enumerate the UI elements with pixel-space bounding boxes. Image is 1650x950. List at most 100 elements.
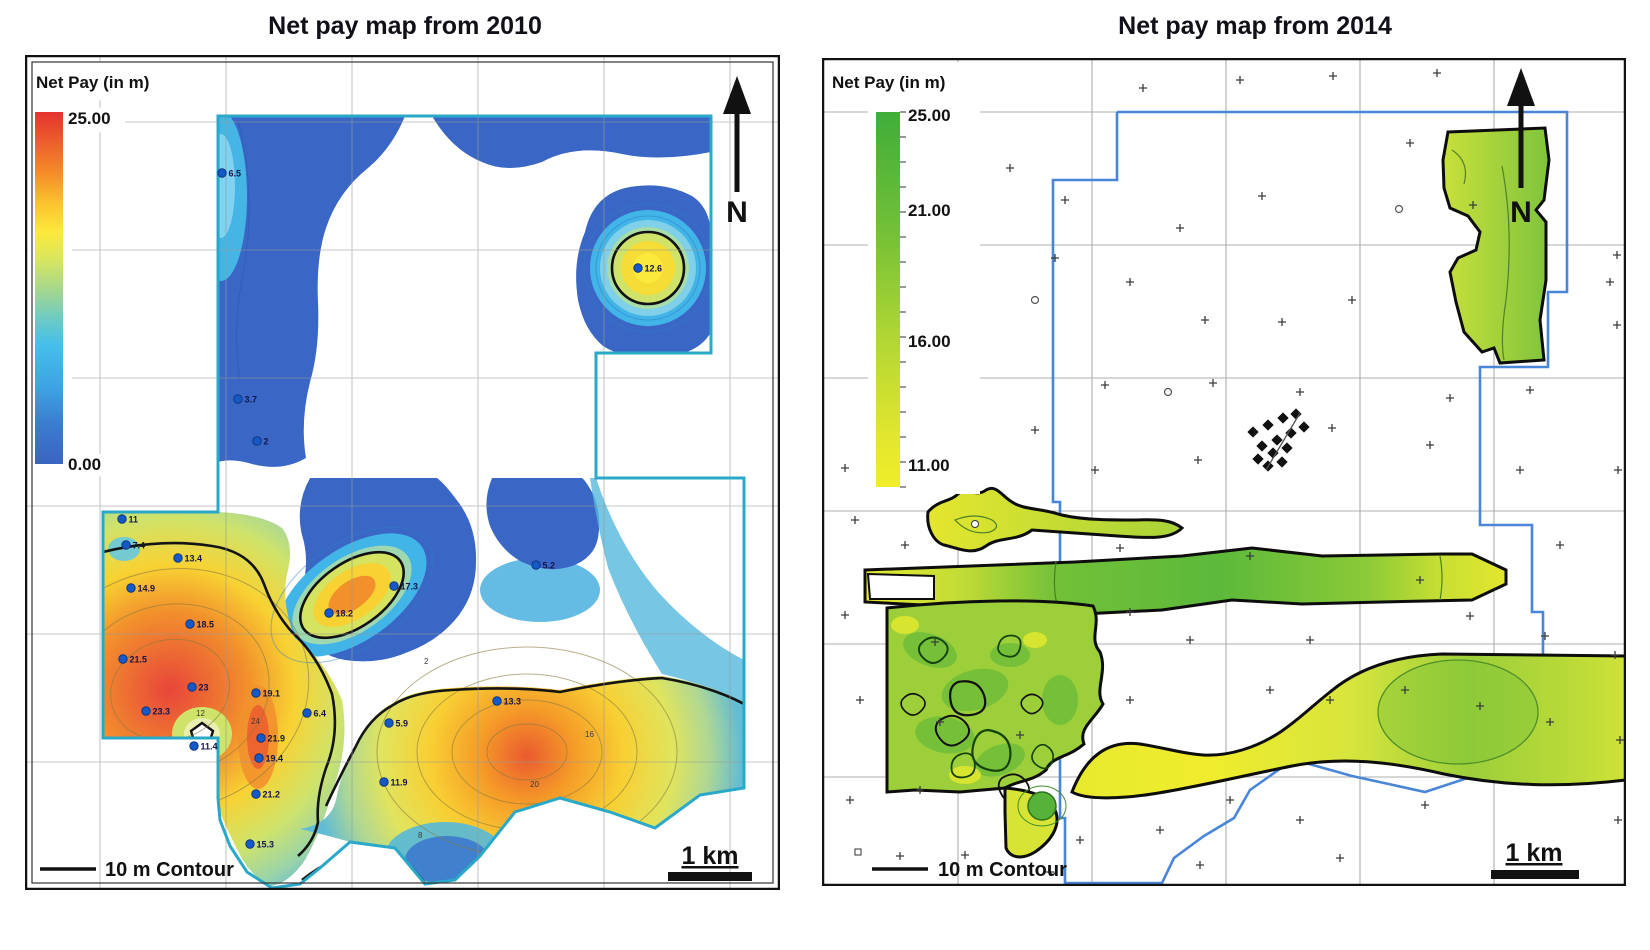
well-value-label: 6.5 bbox=[229, 169, 242, 179]
well-cross-icon bbox=[1328, 424, 1336, 432]
well-cross-icon bbox=[1186, 636, 1194, 644]
well-cross-icon bbox=[1076, 836, 1084, 844]
well-marker bbox=[252, 436, 262, 446]
well-value-label: 18.5 bbox=[197, 620, 215, 630]
scale-label-2010: 1 km bbox=[682, 842, 739, 870]
scale-label-2014: 1 km bbox=[1506, 839, 1563, 867]
well-cross-icon bbox=[1201, 316, 1209, 324]
well-cross-icon bbox=[1246, 552, 1254, 560]
well-cross-icon bbox=[1541, 632, 1549, 640]
well-cross-icon bbox=[1209, 379, 1217, 387]
well-value-label: 17.3 bbox=[401, 582, 419, 592]
well-value-label: 14.9 bbox=[138, 584, 156, 594]
legend-2014: Net Pay (in m) 25.00 21.00 16.00 11.00 bbox=[826, 62, 1004, 494]
well-cross-icon bbox=[1296, 388, 1304, 396]
well-marker bbox=[187, 682, 197, 692]
well-cross-icon bbox=[1226, 796, 1234, 804]
well-cross-icon bbox=[1091, 466, 1099, 474]
well-marker bbox=[126, 583, 136, 593]
well-cross-icon bbox=[961, 851, 969, 859]
well-diamond-icon bbox=[1290, 408, 1302, 420]
contour-value-label: 20 bbox=[530, 780, 539, 789]
north-label-2014: N bbox=[1510, 196, 1532, 229]
well-diamond-icon bbox=[1298, 421, 1310, 433]
contour-value-label: 16 bbox=[585, 730, 594, 739]
well-value-label: 19.4 bbox=[266, 754, 284, 764]
well-cross-icon bbox=[1016, 731, 1024, 739]
well-marker bbox=[141, 706, 151, 716]
well-cross-icon bbox=[1611, 651, 1619, 659]
map-2014-title: Net pay map from 2014 bbox=[1118, 12, 1392, 40]
contour-value-label: 8 bbox=[418, 831, 423, 840]
well-marker bbox=[251, 789, 261, 799]
colorbar-tick-16: 16.00 bbox=[908, 332, 951, 351]
well-cross-icon bbox=[1116, 544, 1124, 552]
scale-bar-2014: 1 km bbox=[1491, 839, 1579, 879]
well-marker bbox=[302, 708, 312, 718]
well-marker bbox=[251, 688, 261, 698]
well-cross-icon bbox=[1613, 321, 1621, 329]
well-cross-icon bbox=[856, 696, 864, 704]
well-value-label: 13.4 bbox=[185, 554, 203, 564]
well-cross-icon bbox=[841, 611, 849, 619]
well-cross-markers-2014 bbox=[841, 69, 1624, 876]
well-value-label: 15.3 bbox=[257, 840, 275, 850]
well-cross-icon bbox=[851, 516, 859, 524]
well-cross-icon bbox=[846, 796, 854, 804]
well-cross-icon bbox=[1258, 192, 1266, 200]
well-value-label: 5.2 bbox=[543, 561, 556, 571]
well-diamond-icon bbox=[1285, 427, 1297, 439]
north-arrow-2014: N bbox=[1507, 68, 1535, 229]
well-circle-markers-2014 bbox=[1030, 204, 1404, 397]
well-diamond-icon bbox=[1277, 412, 1289, 424]
well-cross-icon bbox=[896, 852, 904, 860]
well-cross-icon bbox=[916, 786, 924, 794]
well-value-label: 11 bbox=[129, 515, 139, 525]
colorbar-2014 bbox=[876, 112, 900, 487]
well-value-label: 2 bbox=[264, 437, 269, 447]
well-open-circle-icon bbox=[1030, 295, 1040, 305]
well-value-label: 21.5 bbox=[130, 655, 148, 665]
well-marker bbox=[189, 741, 199, 751]
well-open-square-icon bbox=[854, 848, 862, 856]
well-cross-icon bbox=[1306, 636, 1314, 644]
well-cross-icon bbox=[1401, 686, 1409, 694]
well-cross-icon bbox=[1466, 612, 1474, 620]
well-marker bbox=[118, 654, 128, 664]
well-value-label: 11.9 bbox=[391, 778, 408, 788]
north-arrow-2010: N bbox=[723, 76, 751, 229]
well-value-label: 3.7 bbox=[245, 395, 258, 405]
scale-bar-2010: 1 km bbox=[668, 842, 752, 881]
well-cross-icon bbox=[1416, 576, 1424, 584]
well-diamond-icon bbox=[1247, 426, 1259, 438]
colorbar-tick-21: 21.00 bbox=[908, 201, 951, 220]
well-cross-icon bbox=[1139, 84, 1147, 92]
contour-legend-label-2010: 10 m Contour bbox=[105, 859, 234, 881]
well-cross-icon bbox=[936, 718, 944, 726]
map-2010-title: Net pay map from 2010 bbox=[268, 12, 542, 40]
well-cross-icon bbox=[1236, 76, 1244, 84]
well-cross-icon bbox=[1046, 868, 1054, 876]
colorbar-2010 bbox=[35, 112, 63, 464]
contour-value-label: 12 bbox=[196, 709, 205, 718]
well-diamond-cluster-2014 bbox=[1247, 408, 1310, 472]
well-value-label: 11.4 bbox=[201, 742, 218, 752]
well-value-label: 13.3 bbox=[504, 697, 522, 707]
north-label-2010: N bbox=[726, 196, 748, 229]
well-marker bbox=[389, 581, 399, 591]
well-cross-icon bbox=[1616, 736, 1624, 744]
well-cross-icon bbox=[1156, 826, 1164, 834]
well-open-circle-icon bbox=[1394, 204, 1404, 214]
well-diamond-icon bbox=[1262, 419, 1274, 431]
well-cross-icon bbox=[1606, 278, 1614, 286]
map-frame-2010 bbox=[25, 55, 780, 890]
well-marker bbox=[633, 263, 643, 273]
well-cross-icon bbox=[1176, 224, 1184, 232]
well-cross-icon bbox=[1101, 381, 1109, 389]
well-cross-icon bbox=[1516, 466, 1524, 474]
map-frame-2014 bbox=[822, 58, 1626, 886]
net-pay-map-2010: 6.5 3.7 2 11 7.4 13.4 14.9 18.5 21.5 23 23.3 19.1 6.… bbox=[25, 55, 780, 890]
well-cross-icon bbox=[931, 638, 939, 646]
well-cross-icon bbox=[1051, 254, 1059, 262]
